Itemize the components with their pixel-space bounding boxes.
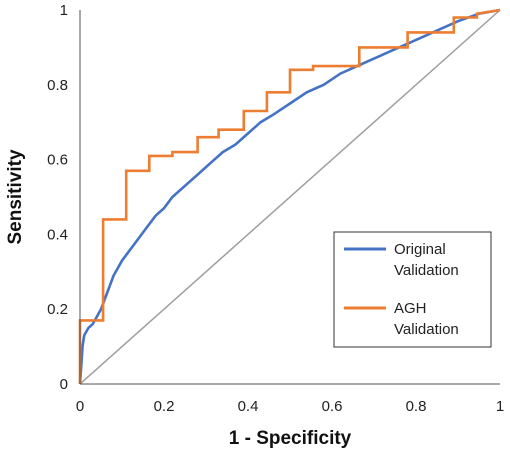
legend-label-original: Original Validation xyxy=(394,241,459,279)
legend-label-agh: AGH Validation xyxy=(394,300,459,338)
axis-layer xyxy=(79,10,500,385)
y-tick-label: 0.8 xyxy=(47,77,68,94)
series-line-original-validation xyxy=(78,8,501,385)
ticks-layer: 0 0.2 0.4 0.6 0.8 1 0 0.2 0.4 0.6 0.8 1 xyxy=(47,2,504,415)
x-tick-label: 0.4 xyxy=(238,398,259,415)
x-axis-title: 1 - Specificity xyxy=(229,428,352,449)
legend: Original Validation AGH Validation xyxy=(333,231,492,348)
series-line-agh-validation xyxy=(78,8,501,384)
y-tick-label: 0.2 xyxy=(47,301,68,318)
reference-layer xyxy=(79,9,501,385)
x-tick-label: 0.6 xyxy=(322,398,343,415)
reference-diagonal-line xyxy=(79,9,501,385)
legend-label-agh-line2: Validation xyxy=(394,321,459,338)
x-tick-label: 0.2 xyxy=(154,398,175,415)
y-axis-title: Sensitivity xyxy=(5,149,26,244)
y-tick-label: 0.4 xyxy=(47,226,68,243)
x-tick-label: 1 xyxy=(496,398,504,415)
legend-label-original-line1: Original xyxy=(394,241,446,258)
x-tick-label: 0.8 xyxy=(406,398,427,415)
y-tick-label: 0 xyxy=(60,376,68,393)
series-layer xyxy=(78,8,501,385)
legend-label-agh-line1: AGH xyxy=(394,300,427,317)
legend-box xyxy=(333,231,492,348)
y-tick-label: 0.6 xyxy=(47,152,68,169)
legend-label-original-line2: Validation xyxy=(394,262,459,279)
y-tick-label: 1 xyxy=(60,2,68,19)
x-tick-label: 0 xyxy=(76,398,84,415)
